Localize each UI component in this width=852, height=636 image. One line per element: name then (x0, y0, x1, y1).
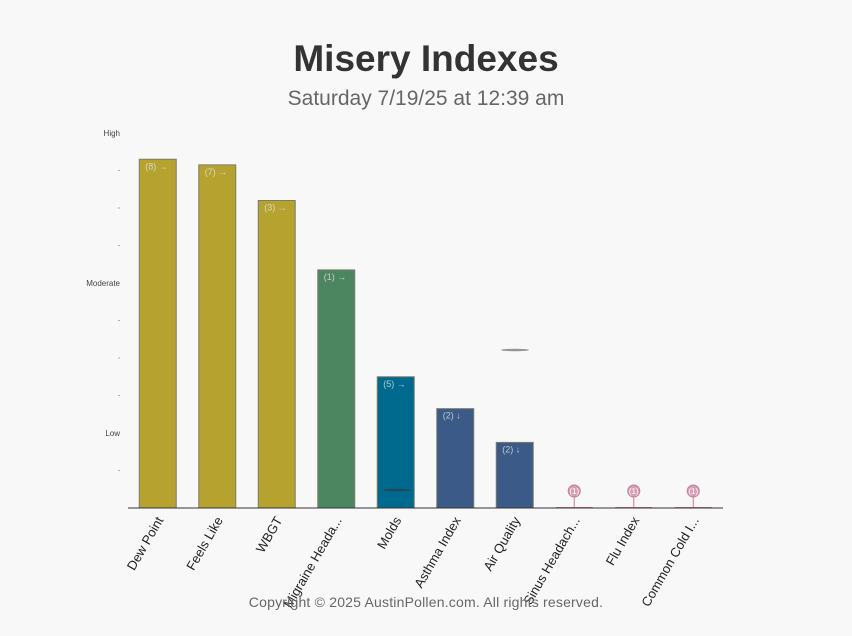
bar (257, 200, 296, 509)
x-tick-label: WBGT (253, 514, 286, 555)
bar-data-label: (1) (569, 487, 579, 496)
bar-data-label: (1) → (324, 272, 347, 282)
bar-marker (686, 484, 700, 498)
bar-marker (627, 484, 641, 498)
x-tick-label: Asthma Index (411, 514, 464, 591)
bar-data-label: (2) ↓ (443, 411, 461, 421)
bar (317, 269, 356, 509)
x-tick-label: Flu Index (603, 514, 643, 568)
bar-data-label: (5) → (383, 379, 406, 389)
bar-marker (567, 484, 581, 498)
x-tick-label: Feels Like (183, 514, 226, 573)
y-tick-label: Moderate (86, 279, 120, 288)
y-tick-label: High (104, 129, 120, 138)
chart-subtitle: Saturday 7/19/25 at 12:39 am (287, 87, 565, 110)
bar (495, 441, 534, 509)
bar-data-label: (2) ↓ (502, 444, 520, 454)
bar (436, 408, 475, 509)
bar (198, 164, 237, 509)
gauge-mark (501, 348, 529, 352)
x-tick-label: Air Quality (480, 514, 523, 574)
bar-data-label: (3) → (264, 203, 287, 213)
chart-title: Misery Indexes (293, 38, 559, 79)
x-tick-label: Molds (374, 514, 405, 552)
bar-data-label: (7) → (205, 167, 228, 177)
y-tick-label: Low (105, 429, 120, 438)
bar (376, 376, 415, 509)
copyright-footer: Copyright © 2025 AustinPollen.com. All r… (248, 594, 604, 610)
x-tick-label: Dew Point (124, 514, 167, 573)
bar-data-label: (1) (688, 487, 698, 496)
bar-data-label: (8) → (145, 161, 168, 171)
bar-shadow-mark (383, 488, 411, 492)
bar-data-label: (1) (629, 487, 639, 496)
bar (138, 158, 177, 509)
